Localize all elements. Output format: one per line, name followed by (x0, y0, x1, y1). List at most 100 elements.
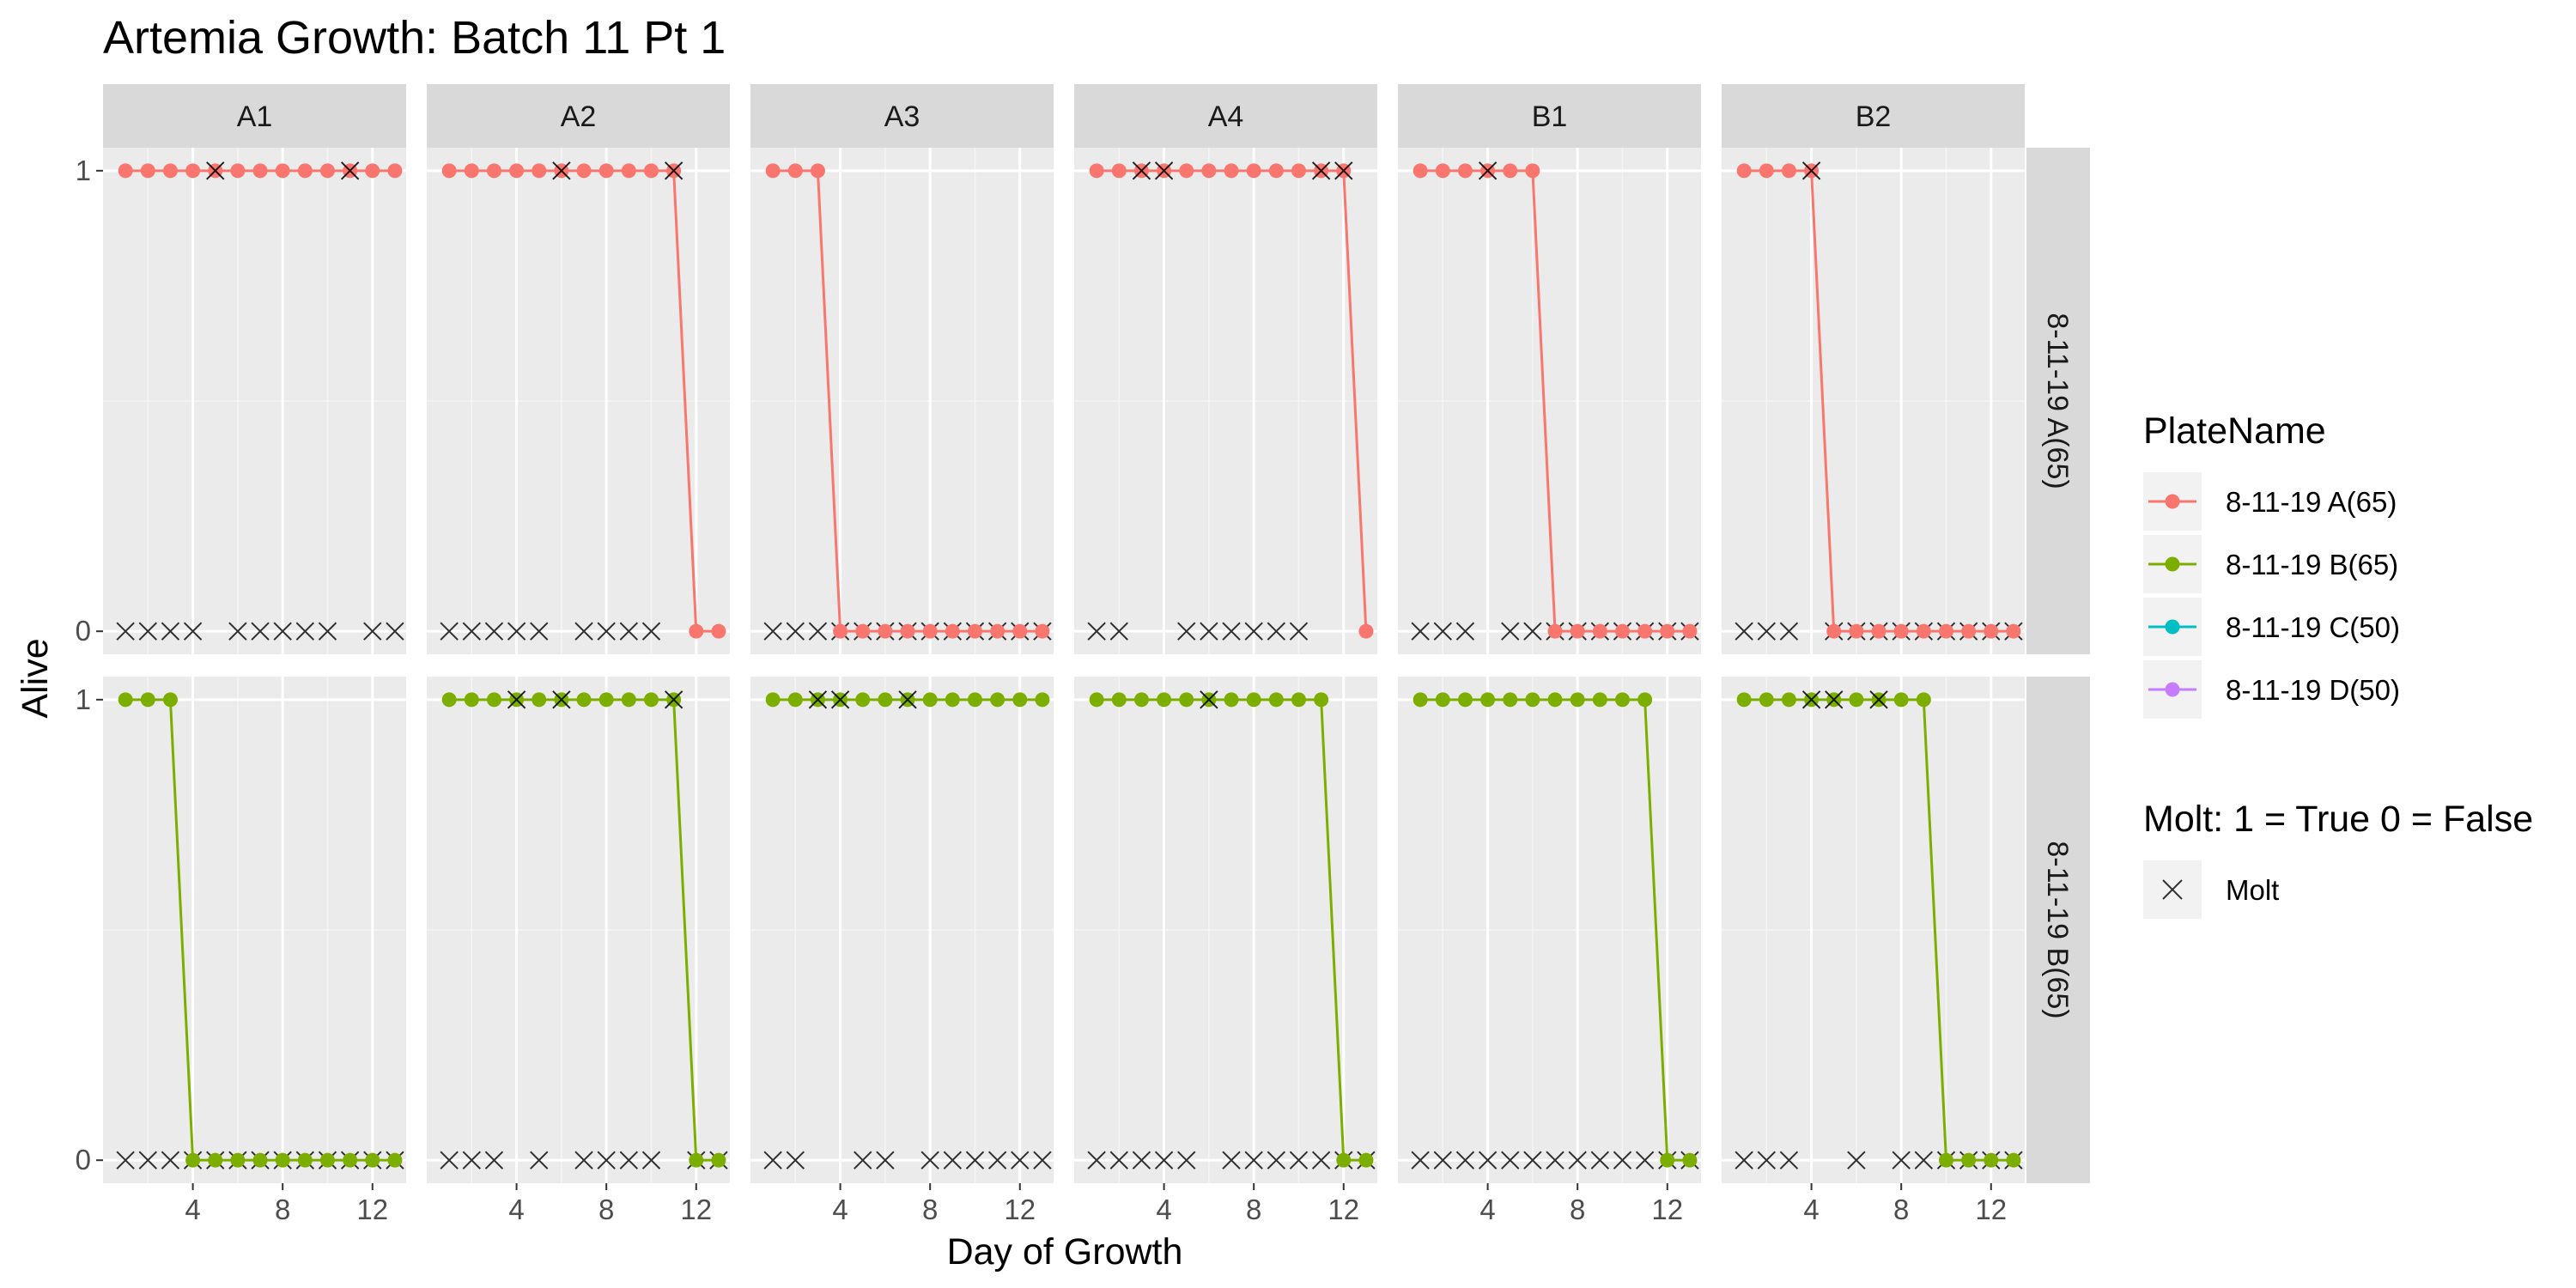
alive-point (1682, 1152, 1698, 1168)
strip-col-a3: A3 (750, 84, 1054, 148)
strip-row-1: 8-11-19 A(65) (2026, 148, 2090, 654)
panel-a3-row2 (750, 677, 1054, 1183)
molt-marker (1289, 622, 1309, 641)
molt-marker (1523, 622, 1542, 641)
alive-point (1413, 163, 1428, 179)
molt-marker (1523, 1151, 1542, 1170)
alive-point (1480, 692, 1496, 708)
alive-point (1570, 692, 1585, 708)
alive-point (509, 163, 525, 179)
alive-point (140, 692, 155, 708)
molt-marker (462, 622, 482, 641)
molt-marker (1154, 1151, 1174, 1170)
alive-point (1736, 692, 1752, 708)
strip-row-label: 8-11-19 A(65) (2041, 313, 2074, 489)
alive-point (643, 163, 659, 179)
x-tick-label: 4 (1479, 1194, 1495, 1225)
alive-point (1592, 623, 1607, 639)
alive-point (162, 163, 178, 179)
alive-point (486, 163, 501, 179)
x-axis-title: Day of Growth (947, 1231, 1183, 1273)
alive-point (319, 1152, 335, 1168)
molt-marker (1635, 1151, 1655, 1170)
alive-point (1291, 692, 1306, 708)
strip-col-label: B2 (1856, 100, 1892, 133)
panel-a2-row1 (427, 148, 730, 654)
molt-marker (1801, 161, 1821, 180)
alive-point (252, 1152, 268, 1168)
alive-point (1133, 692, 1149, 708)
molt-marker (363, 622, 382, 641)
molt-marker (664, 690, 683, 709)
molt-marker (1087, 622, 1106, 641)
molt-marker (1433, 1151, 1453, 1170)
molt-marker (786, 622, 805, 641)
alive-point (967, 623, 982, 639)
molt-marker (161, 1151, 180, 1170)
alive-point (1759, 163, 1774, 179)
alive-point (118, 692, 133, 708)
alive-point (576, 692, 592, 708)
strip-col-bg (1074, 84, 1377, 148)
alive-point (1525, 163, 1540, 179)
strip-col-a2: A2 (427, 84, 730, 148)
molt-marker (1154, 161, 1174, 180)
alive-point (297, 163, 313, 179)
legend-item-plate-2: 8-11-19 B(65) (2143, 535, 2398, 593)
strip-row-bg (2026, 148, 2090, 654)
legend-key-point (2165, 682, 2180, 697)
molt-marker (1244, 622, 1263, 641)
alive-point (598, 163, 614, 179)
panel-b2-row1 (1722, 148, 2025, 654)
panel-a4-row2 (1074, 677, 1377, 1183)
legend-plate-name: PlateName 8-11-19 A(65) 8-11-19 B(65) 8-11… (2143, 410, 2400, 719)
x-tick-label: 12 (1975, 1194, 2007, 1225)
alive-point (689, 623, 704, 639)
alive-point (878, 692, 893, 708)
legend-item-plate-1: 8-11-19 A(65) (2143, 472, 2397, 531)
alive-point (945, 623, 960, 639)
alive-point (230, 163, 246, 179)
alive-point (990, 623, 1005, 639)
alive-point (711, 1152, 726, 1168)
alive-point (1246, 692, 1261, 708)
molt-marker (1289, 1151, 1309, 1170)
molt-marker (1087, 1151, 1106, 1170)
alive-point (1961, 623, 1977, 639)
x-tick-label: 4 (1156, 1194, 1171, 1225)
alive-point (922, 692, 938, 708)
molt-marker (183, 622, 203, 641)
alive-point (765, 163, 781, 179)
alive-point (464, 692, 479, 708)
alive-point (1157, 692, 1172, 708)
panel-a4-row1 (1074, 148, 1377, 654)
alive-point (765, 692, 781, 708)
alive-point (1592, 692, 1607, 708)
alive-point (855, 692, 871, 708)
y-tick-label: 0 (76, 1144, 91, 1176)
panel-a1-row1 (103, 148, 406, 654)
molt-marker (1801, 690, 1821, 709)
molt-marker (552, 161, 571, 180)
molt-marker (318, 622, 337, 641)
x-tick-label: 4 (832, 1194, 848, 1225)
alive-point (990, 692, 1005, 708)
alive-point (1268, 163, 1284, 179)
strip-row-label: 8-11-19 B(65) (2041, 841, 2074, 1018)
molt-marker (1222, 622, 1241, 641)
molt-marker (943, 1151, 963, 1170)
molt-marker (574, 1151, 593, 1170)
molt-marker (597, 622, 616, 641)
alive-point (275, 163, 290, 179)
molt-marker (830, 690, 850, 709)
strip-col-label: A1 (237, 100, 273, 133)
alive-point (1089, 163, 1104, 179)
molt-marker (1132, 161, 1151, 180)
molt-marker (1411, 1151, 1430, 1170)
strip-col-a1: A1 (103, 84, 406, 148)
molt-marker (1501, 622, 1520, 641)
alive-point (2006, 1152, 2021, 1168)
x-tick-label: 8 (922, 1194, 938, 1225)
x-tick-label: 4 (508, 1194, 524, 1225)
